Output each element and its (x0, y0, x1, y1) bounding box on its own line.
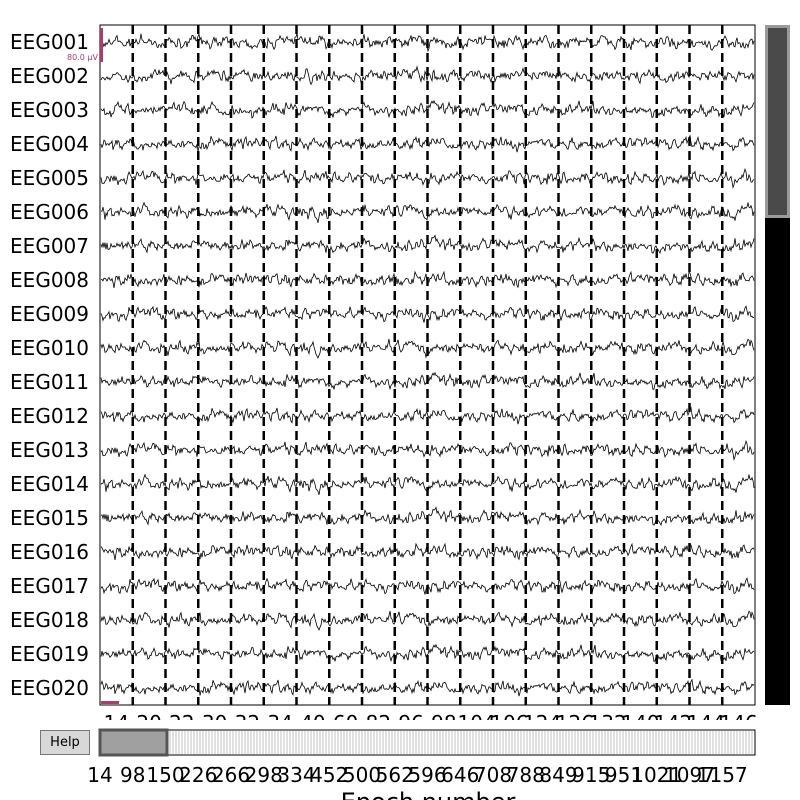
epoch-boundaries (131, 25, 724, 705)
epoch-tick-labels: 14 20 22 30 32 34 40 60 82 96 98104106124126132140… (104, 711, 758, 720)
channel-label: EEG016 (10, 540, 89, 564)
epoch-tick-label: 96 (398, 711, 423, 720)
epoch-tick-label: 98 (431, 711, 456, 720)
epochs-plot[interactable]: EEG001 EEG002 EEG003 EEG004 EEG005 EEG006 EEG0… (0, 0, 800, 720)
epoch-tick-label: 142 (654, 711, 692, 720)
epoch-tick-label: 140 (621, 711, 659, 720)
channel-scrollbar[interactable] (765, 25, 790, 705)
channel-trace (100, 65, 755, 86)
channel-label: EEG011 (10, 370, 89, 394)
scale-label: 80.0 µV (67, 53, 98, 62)
epoch-index-label: 1097 (664, 763, 715, 787)
epoch-index-label: 1021 (631, 763, 682, 787)
epoch-scrollbar-thumb[interactable] (98, 728, 169, 757)
channel-label: EEG006 (10, 200, 89, 224)
x-axis-label: Epoch number (341, 788, 516, 800)
channel-label: EEG010 (10, 336, 89, 360)
epoch-index-label: 951 (605, 763, 643, 787)
epoch-tick-label: 60 (333, 711, 358, 720)
epoch-tick-label: 32 (235, 711, 260, 720)
channel-label: EEG012 (10, 404, 89, 428)
help-button[interactable]: Help (40, 730, 90, 755)
epoch-index-label: 562 (376, 763, 414, 787)
epoch-index-label: 708 (474, 763, 512, 787)
channel-trace (100, 99, 755, 119)
channel-labels: EEG001 EEG002 EEG003 EEG004 EEG005 EEG006 EEG0… (10, 30, 89, 700)
epoch-index-label: 849 (539, 763, 577, 787)
epoch-index-label: 334 (277, 763, 315, 787)
scale-marker-bottom (101, 701, 119, 704)
epoch-tick-label: 82 (366, 711, 391, 720)
epoch-index-label: 298 (245, 763, 283, 787)
epoch-index-label: 915 (572, 763, 610, 787)
epoch-tick-label: 20 (136, 711, 161, 720)
epoch-tick-label: 104 (458, 711, 496, 720)
epoch-index-label: 266 (212, 763, 250, 787)
channel-label: EEG017 (10, 574, 89, 598)
epoch-tick-label: 14 (104, 711, 129, 720)
channel-label: EEG013 (10, 438, 89, 462)
channel-trace (100, 406, 755, 425)
epoch-index-label: 500 (343, 763, 381, 787)
epoch-index-label: 98 (120, 763, 145, 787)
epoch-tick-label: 132 (589, 711, 627, 720)
epoch-index-label: 226 (179, 763, 217, 787)
epoch-tick-label: 22 (169, 711, 194, 720)
epoch-tick-label: 126 (556, 711, 594, 720)
channel-label: EEG020 (10, 676, 89, 700)
channel-trace (100, 33, 755, 53)
channel-label: EEG005 (10, 166, 89, 190)
epoch-index-label: 646 (441, 763, 479, 787)
channel-trace (100, 643, 755, 663)
epoch-index-labels: 14 98 150226266298334452500562596646708788… (87, 763, 747, 787)
epoch-scrollbar-track[interactable] (99, 729, 756, 756)
epoch-tick-label: 124 (523, 711, 561, 720)
channel-label: EEG014 (10, 472, 89, 496)
epoch-tick-label: 146 (720, 711, 758, 720)
epoch-tick-label: 144 (687, 711, 725, 720)
epoch-index-label: 1157 (697, 763, 748, 787)
channel-trace (101, 201, 755, 223)
channel-label: EEG001 (10, 30, 89, 54)
channel-label: EEG018 (10, 608, 89, 632)
epoch-tick-label: 30 (202, 711, 227, 720)
epoch-tick-label: 34 (267, 711, 292, 720)
epoch-index-label: 452 (310, 763, 348, 787)
epoch-index-label: 596 (408, 763, 446, 787)
epoch-index-label: 150 (146, 763, 184, 787)
channel-label: EEG009 (10, 302, 89, 326)
channel-label: EEG002 (10, 64, 89, 88)
epoch-scrollbar-ticks (100, 731, 753, 754)
channel-label: EEG008 (10, 268, 89, 292)
epoch-tick-label: 40 (300, 711, 325, 720)
epoch-tick-label: 106 (490, 711, 528, 720)
channel-scrollbar-thumb[interactable] (765, 25, 790, 218)
epoch-scrollbar-area[interactable]: 14 98 150226266298334452500562596646708788… (0, 720, 800, 800)
channel-trace (100, 305, 755, 323)
channel-label: EEG004 (10, 132, 89, 156)
channel-label: EEG003 (10, 98, 89, 122)
epoch-index-label: 14 (87, 763, 112, 787)
epoch-index-label: 788 (507, 763, 545, 787)
channel-label: EEG015 (10, 506, 89, 530)
channel-label: EEG019 (10, 642, 89, 666)
channel-label: EEG007 (10, 234, 89, 258)
